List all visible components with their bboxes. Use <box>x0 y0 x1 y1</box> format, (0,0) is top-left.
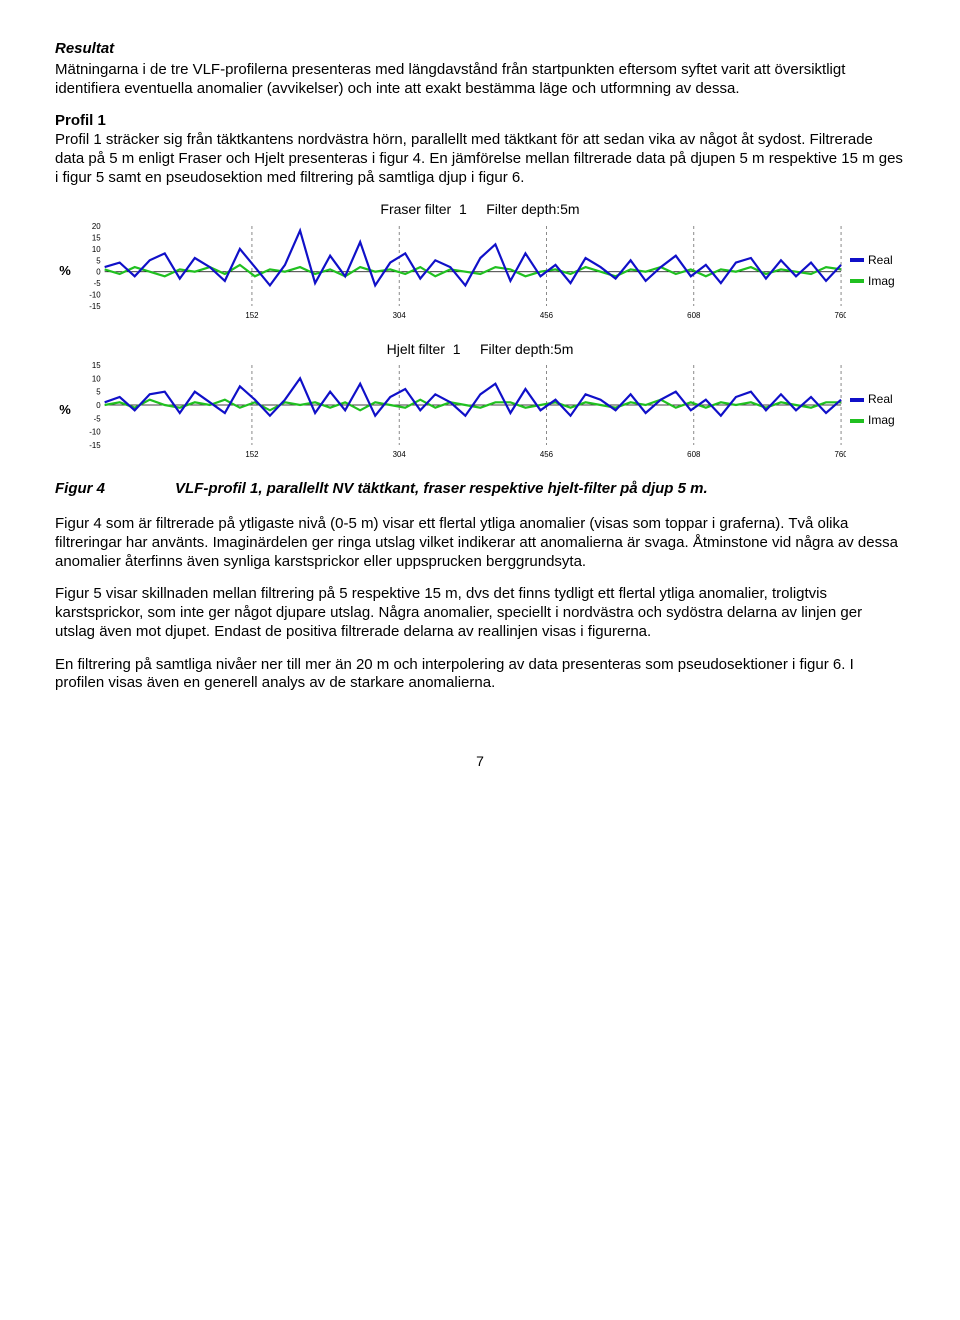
fraser-chart-title: Fraser filter 1 Filter depth:5m <box>55 201 905 219</box>
resultat-intro: Mätningarna i de tre VLF-profilerna pres… <box>55 61 905 99</box>
svg-text:10: 10 <box>92 245 101 254</box>
svg-text:5: 5 <box>96 388 101 397</box>
legend-real: Real <box>850 392 905 407</box>
fraser-y-label: % <box>55 263 75 279</box>
svg-text:456: 456 <box>540 311 554 320</box>
svg-text:15: 15 <box>92 361 101 370</box>
fraser-chart-block: Fraser filter 1 Filter depth:5m % 20 15 10… <box>55 201 905 321</box>
legend-imag: Imag <box>850 413 905 428</box>
figure4-caption: Figur 4 VLF-profil 1, parallellt NV täkt… <box>55 480 905 499</box>
legend-real: Real <box>850 253 905 268</box>
svg-text:10: 10 <box>92 375 101 384</box>
svg-text:152: 152 <box>245 450 259 459</box>
svg-text:456: 456 <box>540 450 554 459</box>
hjelt-chart-block: Hjelt filter 1 Filter depth:5m % 15 10 5 0 -… <box>55 341 905 461</box>
svg-text:-5: -5 <box>94 415 102 424</box>
figure4-caption-text: VLF-profil 1, parallellt NV täktkant, fr… <box>175 480 708 499</box>
svg-text:608: 608 <box>687 450 701 459</box>
paragraph-fig4: Figur 4 som är filtrerade på ytligaste n… <box>55 515 905 571</box>
svg-text:0: 0 <box>96 401 101 410</box>
svg-text:-10: -10 <box>89 290 101 299</box>
svg-text:760: 760 <box>834 450 846 459</box>
paragraph-fig5: Figur 5 visar skillnaden mellan filtreri… <box>55 585 905 641</box>
legend-imag: Imag <box>850 274 905 289</box>
hjelt-y-label: % <box>55 402 75 418</box>
svg-text:304: 304 <box>393 311 407 320</box>
svg-text:5: 5 <box>96 256 101 265</box>
svg-text:304: 304 <box>393 450 407 459</box>
svg-text:0: 0 <box>96 267 101 276</box>
svg-text:608: 608 <box>687 311 701 320</box>
svg-text:-15: -15 <box>89 302 101 311</box>
resultat-heading: Resultat <box>55 40 905 59</box>
hjelt-chart: 15 10 5 0 -5 -10 -15 152 304 456 608 760 <box>75 360 846 460</box>
svg-text:15: 15 <box>92 233 101 242</box>
chart-legend: Real Imag <box>846 247 905 295</box>
paragraph-fig6: En filtrering på samtliga nivåer ner til… <box>55 656 905 694</box>
chart-legend: Real Imag <box>846 386 905 434</box>
profil1-heading: Profil 1 <box>55 112 905 131</box>
figure4-label: Figur 4 <box>55 480 175 499</box>
svg-text:20: 20 <box>92 222 101 231</box>
svg-text:760: 760 <box>834 311 846 320</box>
page-number: 7 <box>55 753 905 771</box>
svg-text:-5: -5 <box>94 279 102 288</box>
fraser-chart: 20 15 10 5 0 -5 -10 -15 152 304 456 608 760 <box>75 221 846 321</box>
svg-text:152: 152 <box>245 311 259 320</box>
svg-text:-15: -15 <box>89 441 101 450</box>
hjelt-chart-title: Hjelt filter 1 Filter depth:5m <box>55 341 905 359</box>
svg-text:-10: -10 <box>89 428 101 437</box>
profil1-text: Profil 1 sträcker sig från täktkantens n… <box>55 131 905 187</box>
